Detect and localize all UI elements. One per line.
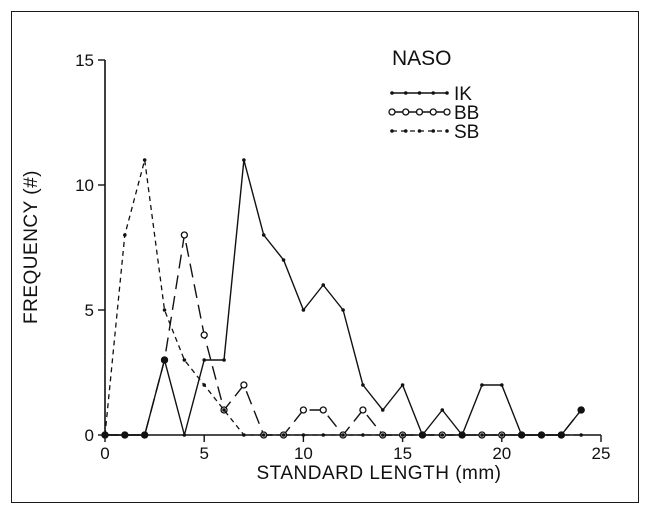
data-point-ik [222,358,226,362]
x-tick-label: 10 [294,444,313,463]
data-point-sb [182,358,187,362]
legend-marker-bb [402,108,410,116]
y-tick-label: 0 [85,426,94,445]
data-point-ik [480,383,484,387]
data-point-sb [579,433,583,437]
data-point-ik [202,358,206,362]
legend-marker-sb [417,129,422,133]
overlap-point [518,431,526,439]
data-point-sb [301,433,306,437]
overlap-point [141,431,149,439]
data-point-sb [341,433,345,437]
series-line-sb [104,159,582,436]
x-tick-label: 15 [393,444,412,463]
overlap-point [537,431,546,439]
overlap-point [101,431,109,439]
data-point-ik [261,233,266,237]
data-point-sb [261,433,266,437]
overlap-point [418,431,427,439]
data-point-sb [281,433,286,437]
legend-marker-ik [445,91,449,95]
data-point-sb [162,308,167,312]
data-point-ik [400,383,405,387]
data-point-ik [361,383,365,387]
series-line-ik [105,159,582,436]
legend-marker-ik [431,91,436,95]
data-point-ik [281,258,286,262]
legend-label-bb: BB [454,103,479,124]
data-point-bb [200,331,208,339]
data-point-ik [440,408,445,412]
data-point-sb [142,158,147,162]
data-point-ik [500,383,504,387]
overlap-point [458,431,466,439]
data-point-bb [319,406,327,414]
legend-marker-sb [403,129,408,133]
legend-marker-sb [445,129,449,133]
data-point-sb [400,433,405,437]
y-axis-title: FREQUENCY (#) [21,170,42,324]
data-point-sb [361,433,365,437]
x-axis-title: STANDARD LENGTH (mm) [256,463,501,484]
data-point-sb [321,433,326,437]
series-bb [101,231,585,439]
legend-marker-bb [429,108,437,116]
data-point-ik [380,408,385,412]
axes: 0 5 10 15 20 25 0 5 10 15 [75,51,610,463]
data-point-sb [480,433,484,437]
overlap-point [557,431,565,439]
legend-marker-sb [431,129,436,133]
data-point-bb [359,406,367,414]
overlap-point [577,406,585,414]
overlap-point [160,356,169,364]
overlap-point [121,431,129,439]
legend-marker-ik [403,91,408,95]
legend-label-ik: IK [454,84,472,105]
data-point-ik [341,308,345,312]
data-point-ik [301,308,306,312]
data-point-bb [180,231,189,239]
legend-marker-bb [415,108,424,116]
legend-marker-bb [443,108,451,116]
x-tick-label: 5 [199,444,208,463]
data-point-sb [500,433,504,437]
legend-label-sb: SB [454,122,479,143]
data-point-ik [321,283,326,287]
legend-marker-sb [390,129,394,133]
chart-frame [11,11,639,503]
legend-marker-ik [390,91,394,95]
data-point-sb [222,408,226,412]
legend-marker-bb [388,108,396,116]
series-layer [101,158,585,439]
y-tick-label: 10 [75,176,94,195]
data-point-bb [240,381,248,389]
data-point-sb [123,233,127,237]
data-point-sb [242,433,246,437]
data-point-bb [299,406,308,414]
y-tick-label: 15 [75,51,94,70]
data-point-ik [242,158,246,162]
x-tick-label: 20 [492,444,511,463]
data-point-sb [202,383,206,387]
data-point-sb [440,433,445,437]
data-point-ik [182,433,187,437]
x-tick-label: 25 [592,444,611,463]
x-tick-label: 0 [100,444,109,463]
data-point-sb [380,433,385,437]
series-ik [103,158,583,437]
y-tick-label: 5 [85,301,94,320]
legend-title: NASO [392,47,452,70]
legend-marker-ik [417,91,422,95]
series-sb [103,158,583,437]
